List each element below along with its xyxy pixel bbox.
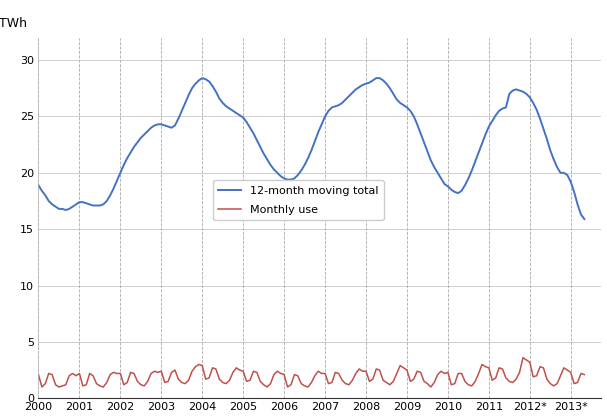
Legend: 12-month moving total, Monthly use: 12-month moving total, Monthly use [213,180,384,220]
Text: TWh: TWh [0,17,27,31]
